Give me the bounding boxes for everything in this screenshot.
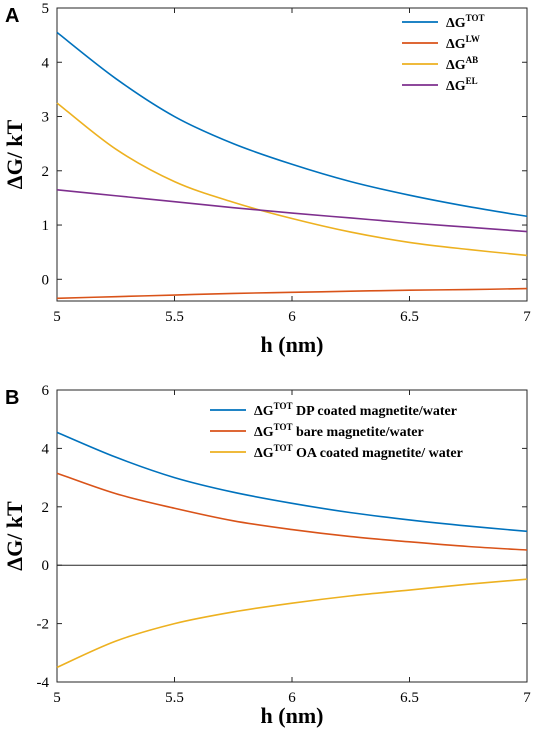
- legend-superscript: TOT: [466, 13, 485, 23]
- legend-description: OA coated magnetite/ water: [293, 446, 463, 461]
- legend-superscript: TOT: [274, 401, 293, 411]
- legend-superscript: LW: [466, 34, 480, 44]
- y-axis-label: ΔG/ kT: [2, 119, 27, 189]
- x-tick-label: 5.5: [165, 690, 184, 706]
- series-line-0: [56, 31, 528, 218]
- x-tick-label: 6.5: [400, 690, 419, 706]
- legend-description: DP coated magnetite/water: [293, 404, 457, 419]
- y-tick-label: 4: [42, 55, 50, 71]
- panel-label: B: [5, 387, 19, 409]
- series-line-1: [56, 472, 528, 551]
- y-tick-label: 1: [42, 218, 50, 234]
- y-tick-label: 2: [42, 164, 50, 180]
- x-tick-label: 6: [288, 309, 296, 325]
- y-tick-label: -4: [37, 675, 50, 691]
- series-line-3: [56, 188, 528, 233]
- y-tick-label: 5: [42, 1, 50, 17]
- x-axis-label: h (nm): [261, 332, 324, 357]
- y-tick-label: 0: [42, 558, 50, 574]
- legend-entry: ΔGTOT bare magnetite/water: [254, 422, 424, 440]
- x-tick-label: 5: [53, 690, 61, 706]
- legend-description: bare magnetite/water: [293, 425, 424, 440]
- legend-superscript: AB: [466, 55, 479, 65]
- x-axis-label: h (nm): [261, 703, 324, 728]
- series-line-0: [56, 431, 528, 533]
- x-tick-label: 7: [523, 690, 531, 706]
- legend-entry: ΔGTOT: [446, 13, 485, 31]
- x-tick-label: 7: [523, 309, 531, 325]
- y-tick-label: 0: [42, 272, 50, 288]
- x-tick-label: 6: [288, 690, 296, 706]
- legend-entry: ΔGTOT OA coated magnetite/ water: [254, 443, 463, 461]
- x-tick-label: 5.5: [165, 309, 184, 325]
- legend-superscript: TOT: [274, 443, 293, 453]
- legend-name: ΔG: [446, 58, 466, 73]
- y-tick-label: 6: [42, 383, 50, 399]
- legend-name: ΔG: [254, 446, 274, 461]
- series-line-2: [56, 102, 528, 257]
- legend-entry: ΔGAB: [446, 55, 478, 73]
- legend-entry: ΔGTOT DP coated magnetite/water: [254, 401, 457, 419]
- legend-name: ΔG: [446, 37, 466, 52]
- legend-superscript: TOT: [274, 422, 293, 432]
- legend-entry: ΔGEL: [446, 76, 478, 94]
- legend-entry: ΔGLW: [446, 34, 480, 52]
- legend-name: ΔG: [446, 79, 466, 94]
- y-tick-label: 3: [42, 110, 50, 126]
- legend-name: ΔG: [446, 16, 466, 31]
- y-tick-label: 2: [42, 500, 50, 516]
- panel-label: A: [5, 5, 19, 27]
- y-tick-label: -2: [37, 617, 50, 633]
- x-tick-label: 6.5: [400, 309, 419, 325]
- y-axis-label: ΔG/ kT: [2, 501, 27, 571]
- x-tick-label: 5: [53, 309, 61, 325]
- series-line-1: [56, 287, 528, 300]
- legend-name: ΔG: [254, 404, 274, 419]
- legend-superscript: EL: [466, 76, 478, 86]
- y-tick-label: 4: [42, 441, 50, 457]
- legend-name: ΔG: [254, 425, 274, 440]
- series-line-2: [56, 578, 528, 669]
